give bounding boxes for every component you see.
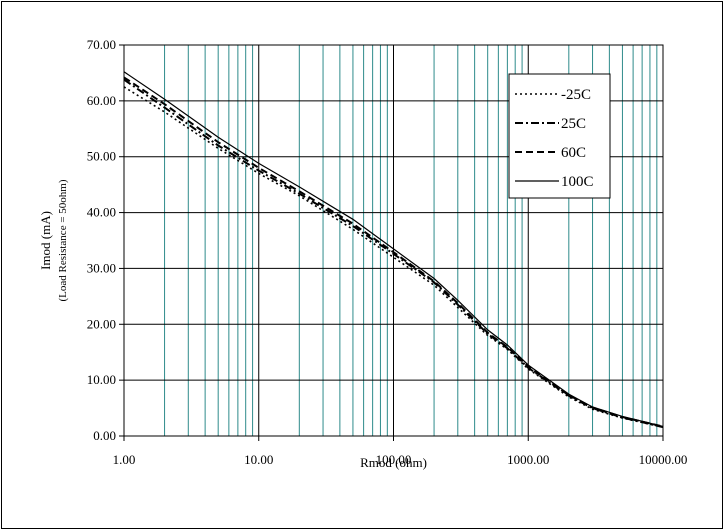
legend-label: 25C bbox=[561, 116, 586, 132]
series-line-100c bbox=[123, 71, 664, 428]
y-tick-label: 60.00 bbox=[87, 93, 116, 108]
y-tick-labels: 0.00 10.00 20.00 30.00 40.00 50.00 60.00 70.00 bbox=[87, 37, 116, 443]
y-tick-label: 10.00 bbox=[87, 372, 116, 387]
x-tick-label: 10000.00 bbox=[639, 452, 688, 467]
legend-box bbox=[508, 73, 611, 199]
x-tick-label: 1.00 bbox=[113, 452, 136, 467]
x-tick-label: 1000.00 bbox=[507, 452, 549, 467]
y-tick-label: 70.00 bbox=[87, 37, 116, 52]
y-tick-label: 0.00 bbox=[93, 428, 116, 443]
y-tick-label: 50.00 bbox=[87, 149, 116, 164]
x-tick-label: 100.00 bbox=[376, 452, 412, 467]
legend-label: 100C bbox=[561, 174, 594, 190]
y-tick-label: 20.00 bbox=[87, 316, 116, 331]
legend-label: 60C bbox=[561, 145, 586, 161]
y-tick-label: 40.00 bbox=[87, 205, 116, 220]
x-axis-title: Rmod (ohm) bbox=[360, 455, 427, 470]
y-axis-title: Imod (mA) bbox=[38, 211, 53, 270]
x-tick-label: 10.00 bbox=[244, 452, 273, 467]
plot-border bbox=[119, 44, 664, 441]
x-tick-labels: 1.00 10.00 100.00 1000.00 10000.00 bbox=[113, 452, 688, 467]
y-axis-title-group: Imod (mA) (Load Resistance = 50ohm) bbox=[38, 179, 69, 301]
legend: -25C 25C 60C 100C bbox=[508, 73, 611, 199]
series-line-60c bbox=[123, 76, 664, 428]
y-axis-subtitle: (Load Resistance = 50ohm) bbox=[57, 179, 69, 301]
minor-grid bbox=[164, 45, 658, 436]
y-tick-label: 30.00 bbox=[87, 260, 116, 275]
legend-label: -25C bbox=[561, 87, 591, 103]
series-layer bbox=[123, 71, 664, 429]
series-line-25c bbox=[123, 86, 664, 428]
